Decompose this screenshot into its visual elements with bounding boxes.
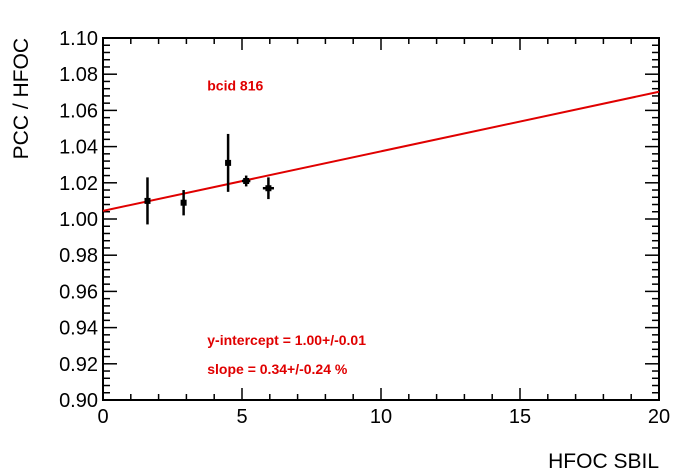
data-points xyxy=(144,133,274,225)
y-tick-label: 0.90 xyxy=(59,390,98,412)
y-tick-label: 1.02 xyxy=(59,173,98,195)
x-tick-label: 15 xyxy=(509,406,531,428)
y-tick-label: 1.06 xyxy=(59,100,98,122)
plot-frame xyxy=(102,37,660,401)
data-point xyxy=(144,177,151,225)
annotation-bcid: bcid 816 xyxy=(207,77,263,93)
data-point xyxy=(242,175,251,187)
y-tick-label: 0.98 xyxy=(59,245,98,267)
x-tick-label: 20 xyxy=(648,406,670,428)
x-tick-label: 5 xyxy=(236,406,247,428)
y-tick-label: 1.08 xyxy=(59,64,98,86)
y-axis-title: PCC / HFOC xyxy=(10,38,33,159)
fit-annotations: bcid 816 y-intercept = 1.00+/-0.01 slope =… xyxy=(207,77,366,376)
point-marker xyxy=(225,159,232,166)
data-point xyxy=(225,133,232,192)
y-tick-label: 0.94 xyxy=(59,318,98,340)
x-tick-label: 10 xyxy=(370,406,392,428)
point-marker xyxy=(243,177,250,184)
point-marker xyxy=(180,199,187,206)
axis-ticks xyxy=(102,37,660,401)
point-marker xyxy=(265,185,272,192)
y-tick-label: 1.04 xyxy=(59,137,98,159)
y-tick-label: 1.00 xyxy=(59,209,98,231)
y-tick-label: 1.10 xyxy=(59,28,98,50)
x-tick-label: 0 xyxy=(97,406,108,428)
x-axis-title: HFOC SBIL xyxy=(548,450,659,472)
point-marker xyxy=(144,197,151,204)
y-tick-label: 0.92 xyxy=(59,354,98,376)
y-tick-label: 0.96 xyxy=(59,281,98,303)
data-point xyxy=(262,177,274,200)
fit-line xyxy=(102,90,660,212)
annotation-slope: slope = 0.34+/-0.24 % xyxy=(207,361,348,377)
data-point xyxy=(180,190,187,216)
annotation-intercept: y-intercept = 1.00+/-0.01 xyxy=(207,332,366,348)
axis-tick-labels: 0 5 10 15 20 0.90 0.92 0.94 0.96 0.98 1.00 1.02 1.04… xyxy=(59,28,670,428)
